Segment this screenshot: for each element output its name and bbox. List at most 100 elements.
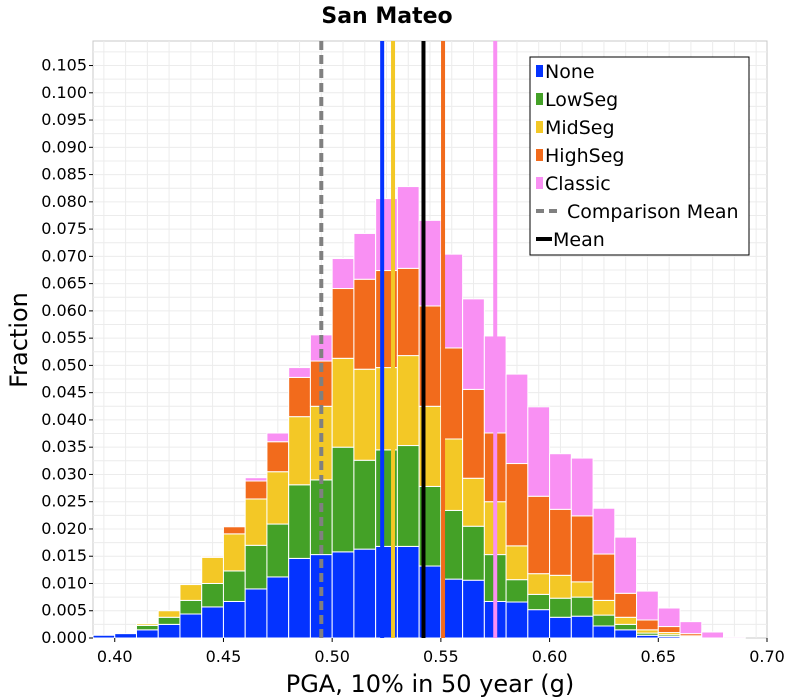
bar-midseg [396,355,420,447]
bar-lowseg [266,523,290,578]
bar-lowseg [288,484,311,559]
bar-classic [505,373,529,465]
bar-highseg [222,526,246,535]
bar-lowseg [222,570,246,602]
bar-midseg [135,623,159,626]
legend-label: Mean [553,229,605,251]
bar-lowseg [570,596,594,617]
bar-none [288,557,311,639]
bar-classic [570,457,594,517]
bar-none [505,601,529,639]
legend-label: Classic [545,173,611,195]
bar-classic [636,590,659,621]
bar-none [614,629,638,639]
y-tick-label: 0.025 [41,492,87,511]
legend-swatch [536,93,543,105]
bar-classic [244,477,268,482]
bar-lowseg [527,593,551,611]
legend-swatch [536,149,543,161]
y-tick-label: 0.055 [41,328,87,347]
bar-none [570,615,594,639]
bar-midseg [179,584,203,601]
bar-highseg [266,441,290,473]
x-tick-label: 0.50 [314,647,350,666]
x-tick-label: 0.40 [97,647,133,666]
bar-classic [527,406,551,497]
bar-none [92,634,116,639]
bar-classic [549,453,572,510]
bar-midseg [288,416,311,486]
bar-classic [723,636,746,639]
bar-classic [657,607,681,628]
x-tick-label: 0.70 [749,647,785,666]
y-tick-label: 0.015 [41,546,87,565]
x-tick-label: 0.60 [532,647,568,666]
y-tick-label: 0.010 [41,573,87,592]
bar-none [549,616,572,639]
x-tick-label: 0.55 [423,647,459,666]
y-tick-label: 0.075 [41,219,87,238]
bar-midseg [527,573,551,595]
y-tick-label: 0.020 [41,519,87,538]
bar-highseg [396,267,420,357]
bar-lowseg [592,614,616,627]
bar-classic [331,258,355,290]
bar-highseg [657,626,681,634]
bar-none [157,623,181,639]
mean-lines [319,41,498,638]
y-tick-label: 0.045 [41,383,87,402]
bar-none [179,613,203,639]
bar-lowseg [614,623,638,631]
bar-lowseg [244,544,268,590]
bar-classic [353,232,377,280]
bar-classic [592,507,616,555]
bar-midseg [201,556,224,584]
bar-highseg [527,495,551,575]
bar-classic [462,298,485,390]
bar-midseg [353,368,377,461]
bar-none [353,548,377,639]
bar-midseg [592,599,616,616]
bar-midseg [505,545,529,581]
legend-label: HighSeg [545,145,624,167]
bar-highseg [614,592,638,618]
x-axis-title: PGA, 10% in 50 year (g) [286,670,575,698]
bar-highseg [201,555,224,558]
chart-title: San Mateo [321,4,452,29]
bar-classic [701,631,725,639]
bar-none [266,576,290,639]
y-tick-label: 0.060 [41,301,87,320]
y-axis-title: Fraction [5,292,33,388]
legend-swatch [536,65,543,77]
x-axis: 0.40 0.45 0.50 0.55 0.60 0.65 0.70 [97,638,785,666]
y-axis: 0.000 0.005 0.010 0.015 0.020 0.025 0.030 0.035… [41,56,93,647]
bar-none [462,579,485,639]
bar-highseg [353,278,377,370]
bar-none [396,545,420,639]
bar-midseg [222,533,246,572]
bar-none [114,633,137,639]
bar-highseg [549,508,572,576]
bar-midseg [157,610,181,618]
y-tick-label: 0.070 [41,246,87,265]
y-tick-label: 0.100 [41,83,87,102]
bar-classic [396,186,420,269]
legend-swatch [536,121,543,133]
bar-lowseg [505,579,529,603]
bar-midseg [266,471,290,525]
x-tick-label: 0.65 [640,647,676,666]
bar-classic [266,432,290,443]
bar-classic [288,367,311,378]
legend-label: LowSeg [545,89,618,111]
legend-swatch [536,177,543,189]
bar-lowseg [331,446,355,553]
bar-highseg [244,480,268,500]
x-tick-label: 0.45 [206,647,242,666]
y-tick-label: 0.050 [41,355,87,374]
bar-lowseg [179,599,203,615]
bar-none [527,609,551,639]
bar-none [201,606,224,639]
bar-midseg [244,498,268,546]
bar-midseg [462,477,485,527]
